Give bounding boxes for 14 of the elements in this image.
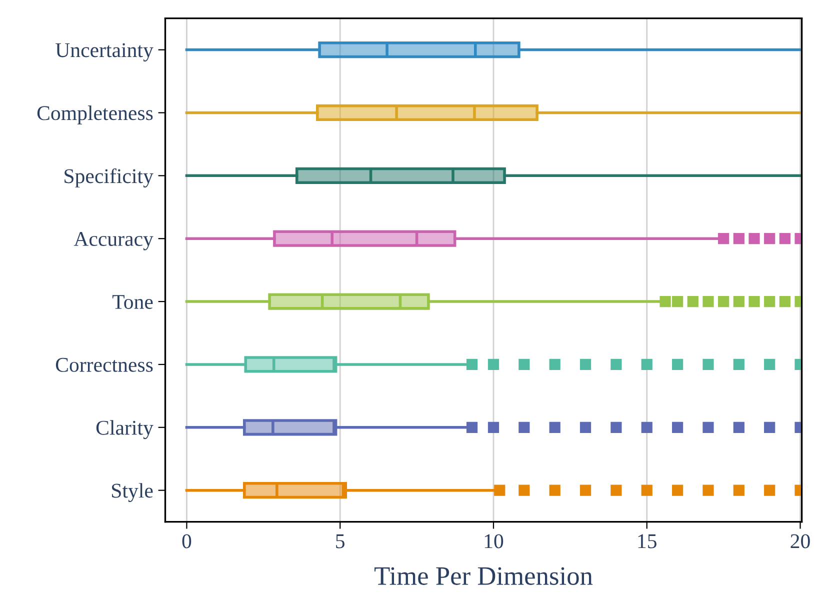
y-tick-label: Style (112, 483, 153, 502)
x-tick-label: 5 (336, 534, 344, 548)
y-tick-label: Specificity (64, 168, 154, 188)
x-tick-label: 0 (182, 534, 192, 548)
x-tick-label: 20 (790, 534, 810, 548)
x-tick-label: 15 (638, 534, 656, 548)
x-axis-title: Time Per Dimension (374, 567, 593, 585)
y-tick-label: Accuracy (74, 232, 154, 250)
y-tick-label: Correctness (56, 358, 153, 372)
y-tick-label: Uncertainty (56, 43, 154, 62)
y-tick-label: Tone (112, 295, 153, 309)
y-tick-label: Completeness (37, 106, 153, 124)
y-tick-label: Clarity (96, 420, 154, 440)
x-tick-label: 10 (484, 534, 504, 548)
